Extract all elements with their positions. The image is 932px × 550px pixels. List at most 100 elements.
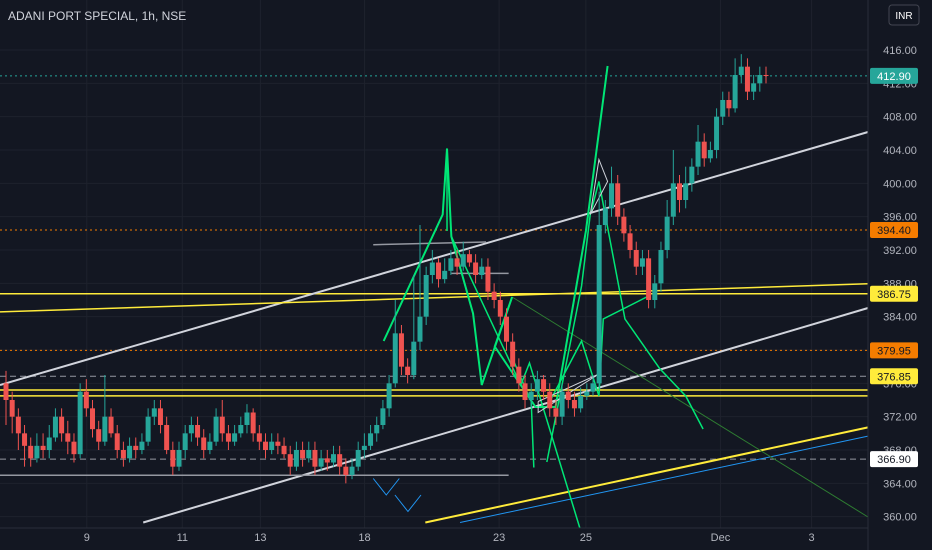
candle-body <box>429 262 435 275</box>
candle-body <box>411 341 417 375</box>
horizontal-levels <box>0 75 868 460</box>
price-tag <box>870 67 918 84</box>
y-tick-label: 416.00 <box>883 45 917 57</box>
candle-body <box>145 416 151 442</box>
time-axis[interactable]: 9 11 13 18 23 25 Dec 3 <box>0 527 868 544</box>
y-tick-label: 408.00 <box>883 112 917 124</box>
candle-body <box>244 412 250 425</box>
price-tag-label: 394.40 <box>877 225 911 237</box>
x-tick-label: 3 <box>809 532 815 544</box>
blue-trend-line <box>459 435 869 523</box>
candle-body <box>497 300 503 317</box>
candle-body <box>466 254 472 263</box>
candle-body <box>139 441 145 450</box>
candle-body <box>676 183 682 200</box>
y-tick-label: 400.00 <box>883 178 917 190</box>
y-tick-label: 396.00 <box>883 212 917 224</box>
price-tag <box>870 342 918 359</box>
candle-body <box>120 450 126 459</box>
candle-body <box>3 383 9 400</box>
candle-body <box>361 445 367 450</box>
candle-body <box>670 183 676 217</box>
chart-title: ADANI PORT SPECIAL, 1h, NSE <box>8 9 186 23</box>
currency-label: INR <box>895 11 912 22</box>
candle-body <box>213 416 219 442</box>
candle-body <box>658 250 664 284</box>
candle-body <box>176 450 182 467</box>
candle-body <box>108 416 114 434</box>
candle-body <box>757 75 763 84</box>
candle-body <box>9 400 15 417</box>
candle-body <box>559 391 565 417</box>
candle-body <box>151 408 157 417</box>
candle-body <box>436 262 442 280</box>
candle-body <box>590 383 596 392</box>
candles <box>3 54 769 484</box>
candle-body <box>386 383 392 409</box>
candle-body <box>423 275 429 317</box>
candle-body <box>293 450 299 467</box>
candle-body <box>355 450 361 467</box>
candle-body <box>343 466 349 475</box>
price-tag <box>870 368 918 385</box>
annotation-arc <box>394 494 422 513</box>
candle-body <box>707 150 713 159</box>
projection-path <box>450 236 581 529</box>
candle-body <box>541 379 547 392</box>
price-tag <box>870 285 918 302</box>
candle-body <box>263 441 269 450</box>
candle-body <box>127 445 133 459</box>
candle-body <box>584 391 590 396</box>
candle-body <box>460 254 466 267</box>
candle-body <box>689 166 695 184</box>
candle-body <box>578 395 584 409</box>
x-tick-label: 11 <box>177 532 188 544</box>
candle-body <box>15 416 21 434</box>
y-tick-label: 404.00 <box>883 145 917 157</box>
candle-body <box>485 266 491 292</box>
candle-body <box>565 391 571 400</box>
candle-body <box>22 433 28 446</box>
x-tick-label: 13 <box>254 532 266 544</box>
x-tick-label: 18 <box>358 532 370 544</box>
candle-body <box>751 83 757 92</box>
candle-body <box>275 441 281 446</box>
annotation-arc <box>372 478 400 496</box>
x-tick-label: 23 <box>493 532 505 544</box>
candle-body <box>503 316 509 342</box>
candle-body <box>522 383 528 400</box>
candle-body <box>52 416 58 438</box>
candle-body <box>238 425 244 434</box>
candle-body <box>683 183 689 200</box>
candle-body <box>83 391 89 409</box>
candle-body <box>232 433 238 442</box>
candle-body <box>349 466 355 475</box>
trend-drawings <box>0 65 869 529</box>
candle-body <box>219 416 225 434</box>
candle-body <box>473 262 479 275</box>
candle-body <box>374 425 380 434</box>
candle-body <box>281 445 287 455</box>
candle-body <box>726 100 732 109</box>
candle-body <box>330 454 336 463</box>
x-tick-label: 9 <box>84 532 90 544</box>
candle-body <box>269 441 275 450</box>
candle-body <box>701 141 707 159</box>
candle-body <box>479 266 485 275</box>
candle-body <box>157 408 163 425</box>
candle-body <box>510 341 516 367</box>
y-tick-label: 384.00 <box>883 312 917 324</box>
x-tick-label: 25 <box>580 532 592 544</box>
candle-body <box>652 283 658 300</box>
candle-body <box>664 216 670 250</box>
candle-body <box>133 445 139 450</box>
candle-body <box>250 412 256 434</box>
projection-path <box>546 296 647 408</box>
candle-body <box>300 450 306 459</box>
candle-body <box>714 116 720 150</box>
price-tag-label: 379.95 <box>877 345 911 357</box>
yellow-trend-line <box>0 283 869 313</box>
candle-body <box>368 433 374 446</box>
